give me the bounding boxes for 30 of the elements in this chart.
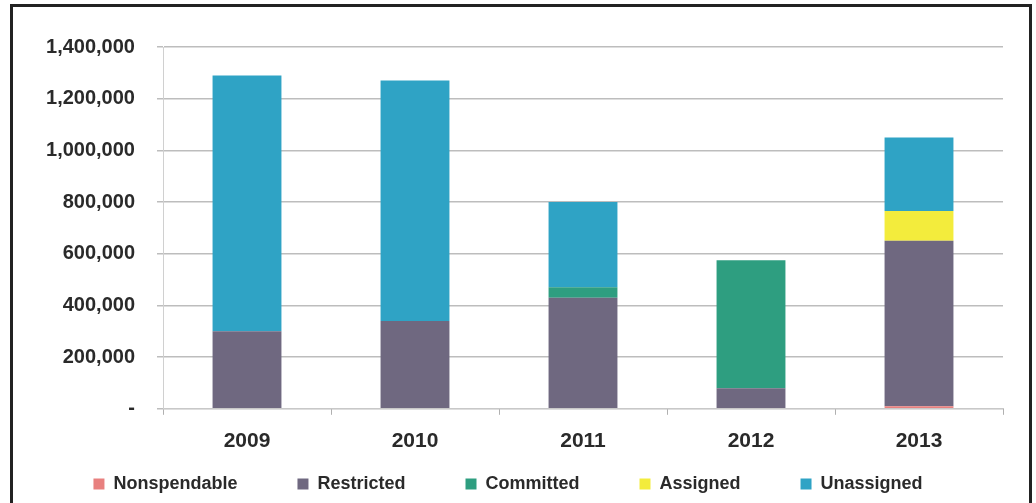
- x-tick-label: 2009: [223, 428, 271, 452]
- y-tick-label: 600,000: [62, 241, 135, 264]
- bar: [548, 287, 618, 298]
- bar: [380, 320, 450, 409]
- y-tick-label: 1,000,000: [46, 137, 135, 160]
- y-tick-label: 800,000: [62, 189, 135, 212]
- legend-label: Nonspendable: [113, 472, 238, 493]
- legend-label: Unassigned: [820, 472, 923, 493]
- x-tick-label: 2012: [727, 428, 775, 452]
- x-tick-label: 2011: [560, 428, 607, 452]
- x-tick-label: 2010: [391, 428, 439, 452]
- y-tick-label: -: [128, 396, 135, 419]
- y-tick-label: 200,000: [62, 344, 135, 367]
- bar: [212, 75, 282, 332]
- bar: [380, 80, 450, 321]
- y-tick-label: 400,000: [62, 292, 135, 315]
- y-tick-label: 1,200,000: [46, 86, 135, 109]
- bar: [716, 260, 786, 389]
- bar: [548, 297, 618, 409]
- y-tick-label: 1,400,000: [46, 34, 135, 57]
- bar: [548, 202, 618, 288]
- bar: [884, 211, 954, 241]
- bar: [884, 137, 954, 212]
- legend-label: Committed: [485, 472, 580, 493]
- legend-label: Restricted: [317, 472, 406, 493]
- bar: [716, 388, 786, 409]
- bar: [212, 331, 282, 409]
- x-tick-label: 2013: [895, 428, 943, 452]
- bar: [884, 240, 954, 407]
- legend-label: Assigned: [659, 472, 741, 493]
